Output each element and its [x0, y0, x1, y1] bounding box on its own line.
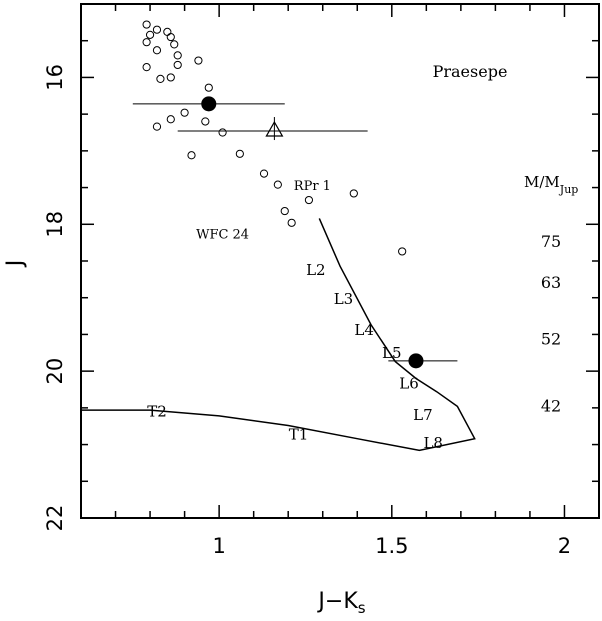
- open-circle-point: [163, 27, 172, 37]
- open-circle-point: [173, 51, 182, 60]
- open-circle-point: [166, 32, 175, 42]
- mass-header-subscript: Jup: [559, 183, 579, 196]
- open-circle-point: [173, 60, 182, 70]
- triangle-points: [265, 117, 284, 141]
- spectral-type-label: L3: [334, 290, 354, 308]
- y-tick-label: 18: [43, 211, 67, 238]
- open-circle-points: [142, 20, 407, 256]
- plot-frame: [80, 3, 600, 519]
- x-tick-label: 2: [558, 534, 571, 558]
- open-circle-point: [156, 74, 165, 83]
- open-circle-point: [235, 149, 244, 158]
- open-circle-point: [398, 247, 407, 256]
- mass-label: 42: [541, 396, 561, 415]
- x-tick-label: 1: [212, 534, 225, 558]
- object-labels: RPr 1 WFC 24: [196, 179, 331, 242]
- spectral-type-label: L6: [399, 375, 419, 393]
- error-bars: [132, 103, 458, 362]
- spectral-type-label: L8: [423, 434, 443, 452]
- x-axis-label: J−Ks: [316, 589, 365, 617]
- spectral-type-label: L7: [413, 406, 433, 424]
- mass-header-main: M/M: [524, 173, 560, 191]
- open-circle-point: [142, 38, 151, 47]
- spectral-type-label: T1: [289, 425, 309, 443]
- x-axis-label-subscript: s: [358, 599, 366, 617]
- spectral-type-label: L5: [382, 344, 402, 362]
- mass-column-header: M/MJup: [524, 173, 578, 196]
- open-circle-point: [287, 218, 296, 227]
- chart-title: Praesepe: [433, 62, 508, 81]
- open-circle-point: [152, 25, 162, 34]
- open-circle-point: [152, 122, 162, 131]
- axis-ticks: [80, 3, 600, 519]
- spectral-type-label: T2: [147, 403, 167, 421]
- filled-circle-point: [408, 353, 424, 369]
- y-tick-label: 16: [43, 64, 67, 91]
- open-circle-point: [349, 189, 358, 198]
- y-tick-label: 20: [43, 358, 67, 385]
- x-tick-label: 1.5: [375, 534, 408, 558]
- mass-label: 75: [541, 232, 561, 251]
- y-axis-label: J: [3, 260, 28, 269]
- mass-label: 52: [541, 330, 561, 349]
- open-circle-point: [180, 108, 189, 117]
- filled-circle-point: [201, 96, 217, 112]
- open-circle-point: [259, 169, 269, 178]
- y-tick-label: 22: [43, 505, 67, 532]
- open-circle-point: [166, 115, 175, 124]
- open-circle-point: [280, 206, 289, 216]
- open-circle-point: [218, 128, 227, 137]
- spectral-type-label: L2: [306, 261, 326, 279]
- mass-label: 63: [541, 273, 561, 292]
- open-circle-point: [194, 56, 203, 65]
- x-axis-label-main: J−K: [316, 589, 358, 614]
- open-circle-point: [166, 73, 175, 82]
- axis-tick-labels: 1 1.5 2 16 18 20 22: [43, 64, 571, 558]
- open-circle-point: [145, 30, 155, 39]
- open-circle-point: [304, 195, 314, 205]
- filled-circle-points: [201, 96, 424, 369]
- open-circle-point: [201, 117, 210, 126]
- open-circle-point: [187, 151, 196, 160]
- mass-labels: 75 63 52 42: [541, 232, 561, 415]
- open-circle-point: [142, 20, 151, 29]
- object-label: WFC 24: [196, 228, 249, 243]
- open-circle-point: [142, 63, 151, 72]
- open-circle-point: [204, 83, 213, 92]
- open-circle-point: [273, 180, 282, 189]
- object-label: RPr 1: [294, 179, 331, 194]
- open-circle-point: [170, 40, 179, 49]
- spectral-type-label: L4: [354, 321, 374, 339]
- spectral-sequence-line: [81, 218, 476, 452]
- open-circle-point: [152, 46, 162, 55]
